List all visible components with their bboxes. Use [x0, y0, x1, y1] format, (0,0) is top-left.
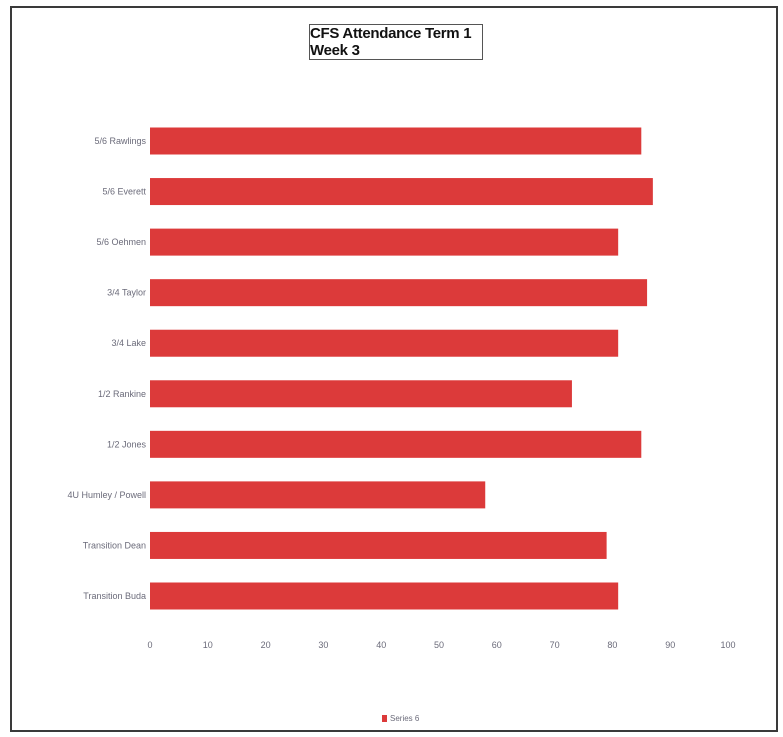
category-label-7: 4U Humley / Powell	[67, 490, 146, 500]
category-label-9: Transition Buda	[83, 591, 146, 601]
category-label-3: 3/4 Taylor	[107, 288, 146, 298]
bar-8	[150, 531, 607, 559]
x-tick-labels: 0 10 20 30 40 50 60 70 80 90 100	[147, 640, 735, 650]
bar-1	[150, 178, 653, 206]
category-label-8: Transition Dean	[83, 540, 146, 550]
bar-5	[150, 380, 572, 408]
bar-3	[150, 279, 648, 307]
category-label-1: 5/6 Everett	[102, 187, 146, 197]
category-label-4: 3/4 Lake	[111, 338, 146, 348]
x-tick-100: 100	[720, 640, 735, 650]
bar-6	[150, 430, 642, 458]
legend: Series 6	[382, 714, 419, 723]
x-tick-40: 40	[376, 640, 386, 650]
bar-2	[150, 228, 619, 256]
bar-7	[150, 481, 486, 509]
x-tick-70: 70	[550, 640, 560, 650]
chart-title: CFS Attendance Term 1 Week 3	[309, 24, 483, 60]
category-label-5: 1/2 Rankine	[98, 389, 146, 399]
x-tick-60: 60	[492, 640, 502, 650]
bars-group	[150, 127, 653, 610]
bar-0	[150, 127, 642, 155]
x-tick-90: 90	[665, 640, 675, 650]
category-label-6: 1/2 Jones	[107, 439, 147, 449]
x-tick-0: 0	[147, 640, 152, 650]
chart-frame	[10, 6, 778, 732]
category-labels: 5/6 Rawlings 5/6 Everett 5/6 Oehmen 3/4 Tay…	[67, 136, 146, 601]
x-tick-80: 80	[607, 640, 617, 650]
category-label-2: 5/6 Oehmen	[96, 237, 146, 247]
x-tick-30: 30	[318, 640, 328, 650]
bar-9	[150, 582, 619, 610]
legend-label: Series 6	[390, 714, 420, 723]
chart-title-text: CFS Attendance Term 1 Week 3	[310, 25, 472, 59]
legend-swatch	[382, 715, 387, 722]
bar-4	[150, 329, 619, 357]
category-label-0: 5/6 Rawlings	[94, 136, 146, 146]
x-tick-50: 50	[434, 640, 444, 650]
x-tick-20: 20	[261, 640, 271, 650]
x-tick-10: 10	[203, 640, 213, 650]
